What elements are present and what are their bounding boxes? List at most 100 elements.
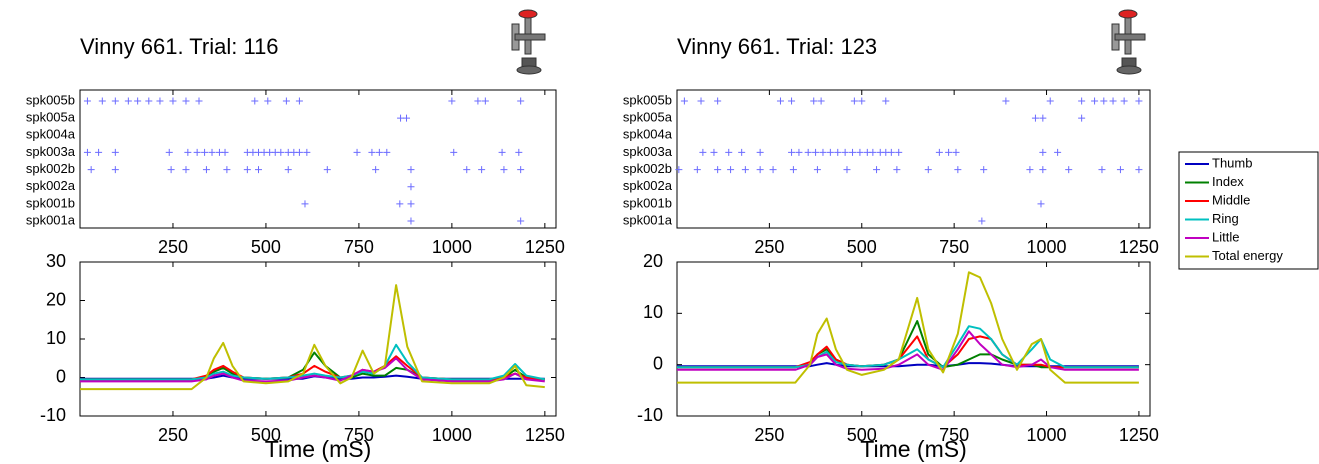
spike [710, 148, 718, 156]
spike [697, 97, 705, 105]
spike [1135, 166, 1143, 174]
y-tick-label: 10 [643, 302, 663, 322]
spike [396, 200, 404, 208]
y-tick-label: spk005a [623, 110, 673, 125]
spike [834, 148, 842, 156]
spike [111, 148, 119, 156]
spike [1037, 200, 1045, 208]
spike [887, 148, 895, 156]
spike [1046, 97, 1054, 105]
spike [850, 97, 858, 105]
spike [243, 166, 251, 174]
legend-label: Middle [1212, 192, 1250, 207]
x-tick-label: 1250 [525, 425, 565, 445]
legend-label: Index [1212, 174, 1244, 189]
x-tick-label: 750 [939, 425, 969, 445]
spike [714, 97, 722, 105]
axes-box [79, 89, 557, 229]
y-tick-label: 0 [56, 366, 66, 386]
spike [383, 148, 391, 156]
spike [95, 148, 103, 156]
x-tick-label: 750 [344, 425, 374, 445]
legend-label: Total energy [1212, 248, 1283, 263]
robot-icon [1111, 9, 1146, 75]
spike [375, 148, 383, 156]
spike [869, 148, 877, 156]
spike [407, 183, 415, 191]
spike [978, 217, 986, 225]
spike [714, 166, 722, 174]
spike [145, 97, 153, 105]
spike [87, 166, 95, 174]
spike [223, 166, 231, 174]
y-tick-label: spk002a [26, 178, 76, 193]
spike [727, 166, 735, 174]
x-tick-label: 1000 [432, 425, 472, 445]
legend-box [1178, 151, 1319, 270]
axes-box [676, 261, 1151, 417]
legend-label: Ring [1212, 211, 1239, 226]
spike [353, 148, 361, 156]
spike [680, 97, 688, 105]
spike [945, 148, 953, 156]
spike [397, 114, 405, 122]
spike [167, 166, 175, 174]
y-tick-label: spk005a [26, 110, 76, 125]
spike [474, 97, 482, 105]
spike [1002, 97, 1010, 105]
spike [858, 97, 866, 105]
spike [255, 166, 262, 174]
spike [450, 148, 458, 156]
spike [481, 97, 489, 105]
y-tick-label: spk001b [26, 195, 75, 210]
spike [208, 148, 216, 156]
y-tick-label: -10 [637, 405, 663, 425]
spike [1091, 97, 1099, 105]
spike [1078, 97, 1086, 105]
spike [301, 200, 309, 208]
y-tick-label: spk005b [623, 92, 672, 107]
spike [98, 97, 106, 105]
x-axis-label: Time (mS) [265, 436, 371, 462]
spike [980, 166, 988, 174]
spike [284, 166, 292, 174]
x-tick-label: 500 [251, 237, 281, 257]
spike [323, 166, 331, 174]
spike [954, 166, 962, 174]
chart-title: Vinny 661. Trial: 123 [677, 34, 877, 59]
spike [693, 166, 701, 174]
spike [1135, 97, 1143, 105]
x-tick-label: 250 [754, 425, 784, 445]
robot-icon [511, 9, 546, 75]
spike [1026, 166, 1034, 174]
spike [368, 148, 376, 156]
spike [403, 114, 411, 122]
y-tick-label: spk001a [26, 212, 76, 227]
spike [789, 166, 797, 174]
series-line [677, 362, 1139, 368]
spike [804, 148, 812, 156]
spike [182, 97, 190, 105]
x-tick-label: 250 [158, 425, 188, 445]
x-tick-label: 500 [847, 237, 877, 257]
spike [1039, 148, 1047, 156]
spike [795, 148, 803, 156]
y-tick-label: spk004a [623, 127, 673, 142]
spike [517, 217, 525, 225]
spike [1109, 97, 1117, 105]
spike [741, 166, 749, 174]
spike [372, 166, 380, 174]
spike [841, 148, 849, 156]
spike [407, 200, 415, 208]
spike [817, 97, 825, 105]
spike [111, 97, 119, 105]
spike [1120, 97, 1128, 105]
x-tick-label: 500 [847, 425, 877, 445]
x-tick-label: 1250 [1119, 237, 1159, 257]
spike [738, 148, 746, 156]
spike [935, 148, 943, 156]
y-tick-label: 0 [653, 353, 663, 373]
spike [517, 166, 525, 174]
spike [165, 148, 173, 156]
